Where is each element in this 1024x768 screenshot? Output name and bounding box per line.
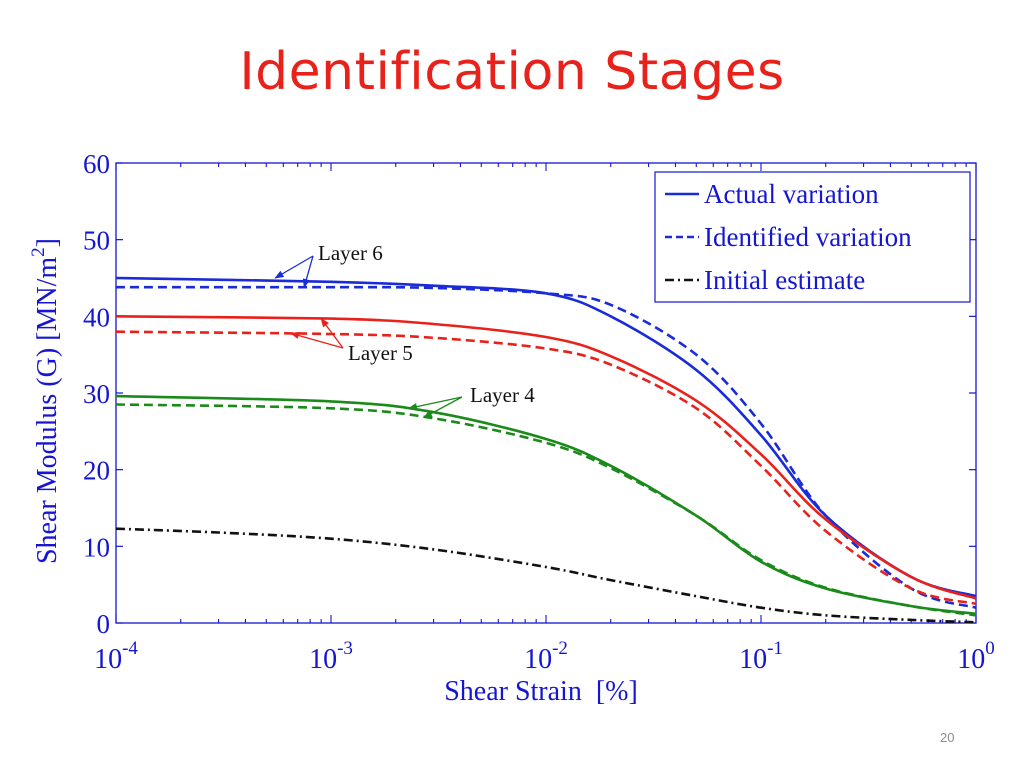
y-tick-label: 40 [83,302,110,332]
y-tick-label: 30 [83,379,110,409]
annotation-arrow [302,255,314,289]
x-tick-label: 100 [957,638,995,675]
annotation-arrow [274,255,314,279]
y-tick-label: 0 [97,609,111,639]
y-tick-label: 50 [83,226,110,256]
series-line-4-dashed [116,403,976,617]
annotation-layer-4: Layer 4 [470,383,535,407]
slide-title: Identification Stages [239,42,785,102]
annotation-arrow [289,331,344,349]
legend-box [654,171,971,303]
x-axis-label: Shear Strain [%] [444,676,638,707]
annotation-arrow [422,396,463,419]
series-line-6-dashed [116,285,976,609]
y-tick-label: 20 [83,456,110,486]
series-line-initial-dashdot [116,527,976,623]
series-line-5-solid [116,315,976,600]
annotation-layer-6: Layer 6 [318,241,383,265]
x-tick-label: 10-4 [94,638,138,675]
y-axis-label: Shear Modulus (G) [MN/m2] [28,238,63,564]
y-tick-label: 60 [83,149,110,179]
x-tick-label: 10-3 [309,638,353,675]
x-tick-label: 10-1 [739,638,783,675]
annotation-layer-5: Layer 5 [348,341,413,365]
series-line-4-solid [116,394,976,616]
series-line-5-dashed [116,330,976,606]
slide-number: 20 [940,730,955,745]
legend-label: Initial estimate [704,265,865,295]
y-tick-label: 10 [83,532,110,562]
annotation-arrow [407,396,463,411]
annotation-arrow [320,317,344,349]
legend-label: Identified variation [704,222,912,252]
legend-label: Actual variation [704,179,879,209]
x-tick-label: 10-2 [524,638,568,675]
